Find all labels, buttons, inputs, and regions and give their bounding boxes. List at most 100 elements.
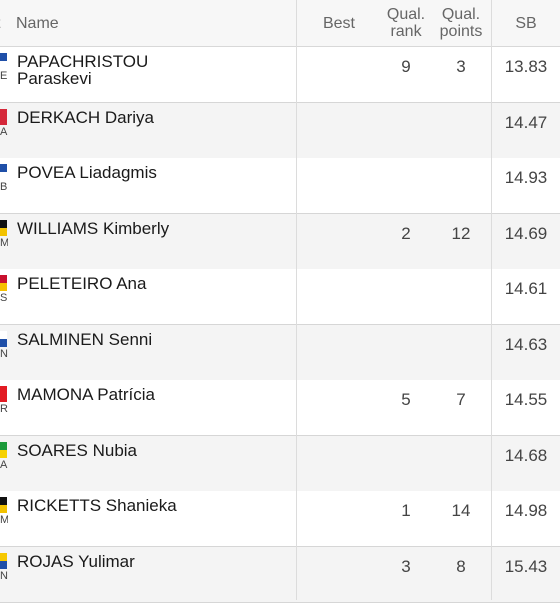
qual-points-cell [432, 103, 490, 143]
qual-points-cell: 14 [451, 501, 471, 520]
country-flag-icon [0, 109, 7, 125]
country-flag-icon [0, 53, 7, 69]
table-row[interactable]: B POVEA Liadagmis 14.93 [0, 158, 560, 214]
qual-rank-cell [381, 158, 431, 198]
qual-points-header-line2: points [439, 23, 483, 40]
athlete-first-name: Senni [108, 330, 153, 349]
qual-rank-cell: 1 [401, 501, 411, 520]
country-code: R [0, 403, 8, 415]
athlete-surname: ROJAS [17, 552, 74, 571]
country-code: E [0, 70, 8, 82]
qual-rank-header-line2: rank [390, 23, 422, 40]
name-column-header[interactable]: Name [16, 14, 59, 32]
table-row[interactable]: M RICKETTS Shanieka 1 14 14.98 [0, 491, 560, 547]
country-code: A [0, 459, 8, 471]
sb-cell: 14.55 [504, 390, 548, 409]
qual-rank-cell [381, 436, 431, 476]
athlete-first-name: Liadagmis [79, 163, 157, 182]
qual-points-cell [432, 325, 490, 365]
athlete-surname: SALMINEN [17, 330, 104, 349]
table-row[interactable]: A SOARES Nubia 14.68 [0, 436, 560, 492]
sb-cell: 14.47 [504, 113, 548, 132]
qual-points-cell: 3 [456, 57, 466, 76]
table-row[interactable]: S PELETEIRO Ana 14.61 [0, 269, 560, 325]
country-flag-icon [0, 275, 7, 291]
country-code: S [0, 292, 8, 304]
athlete-first-name: Ana [116, 274, 147, 293]
sb-cell: 14.61 [504, 279, 548, 298]
athlete-surname: PAPACHRISTOU [17, 52, 149, 71]
table-row[interactable]: N SALMINEN Senni 14.63 [0, 325, 560, 381]
rank-column-header[interactable]: t [0, 0, 6, 46]
athlete-name-link[interactable]: RICKETTS Shanieka [17, 497, 177, 514]
athlete-name-link[interactable]: MAMONA Patrícia [17, 386, 155, 403]
table-row[interactable]: E PAPACHRISTOU Paraskevi 9 3 13.83 [0, 47, 560, 103]
country-flag-icon [0, 164, 7, 180]
table-row[interactable]: R MAMONA Patrícia 5 7 14.55 [0, 380, 560, 436]
athlete-name-link[interactable]: POVEA Liadagmis [17, 164, 157, 181]
athlete-name-link[interactable]: DERKACH Dariya [17, 109, 154, 126]
athlete-surname: POVEA [17, 163, 75, 182]
sb-cell: 14.68 [504, 446, 548, 465]
athlete-name-link[interactable]: WILLIAMS Kimberly [17, 220, 169, 237]
qual-points-cell: 7 [456, 390, 466, 409]
sb-cell: 13.83 [504, 57, 548, 76]
country-flag-icon [0, 220, 7, 236]
athlete-name-link[interactable]: PAPACHRISTOU Paraskevi [17, 53, 148, 87]
sb-cell: 14.93 [504, 168, 548, 187]
athlete-first-name: Dariya [104, 108, 154, 127]
athlete-first-name: Paraskevi [17, 69, 92, 88]
country-code: N [0, 570, 8, 582]
qual-points-cell: 12 [451, 224, 471, 243]
qual-points-cell [432, 436, 490, 476]
athlete-name-link[interactable]: SOARES Nubia [17, 442, 137, 459]
athlete-surname: WILLIAMS [17, 219, 99, 238]
country-code: B [0, 181, 8, 193]
athlete-first-name: Yulimar [78, 552, 135, 571]
qual-rank-column-header[interactable]: Qual. rank [381, 0, 431, 46]
athlete-surname: DERKACH [17, 108, 101, 127]
qual-points-cell: 8 [456, 557, 466, 576]
athlete-surname: PELETEIRO [17, 274, 113, 293]
sb-column-header[interactable]: SB [515, 14, 537, 32]
best-column-header[interactable]: Best [322, 14, 355, 32]
sb-cell: 15.43 [504, 557, 548, 576]
qual-rank-cell: 5 [401, 390, 411, 409]
country-flag-icon [0, 497, 7, 513]
table-row[interactable]: N ROJAS Yulimar 3 8 15.43 [0, 547, 560, 603]
athlete-name-link[interactable]: ROJAS Yulimar [17, 553, 135, 570]
table-row[interactable]: M WILLIAMS Kimberly 2 12 14.69 [0, 214, 560, 270]
country-flag-icon [0, 386, 7, 402]
qual-rank-cell [381, 269, 431, 309]
qual-rank-header-line1: Qual. [386, 6, 426, 23]
qual-points-column-header[interactable]: Qual. points [432, 0, 490, 46]
qual-points-cell [432, 158, 490, 198]
qual-rank-cell: 3 [401, 557, 411, 576]
athlete-name-link[interactable]: PELETEIRO Ana [17, 275, 146, 292]
athlete-first-name: Kimberly [102, 219, 170, 238]
athlete-first-name: Nubia [92, 441, 138, 460]
sb-cell: 14.63 [504, 335, 548, 354]
qual-rank-cell: 9 [401, 57, 411, 76]
sb-cell: 14.98 [504, 501, 548, 520]
country-flag-icon [0, 331, 7, 347]
country-code: M [0, 237, 8, 249]
qual-rank-cell [381, 103, 431, 143]
athlete-surname: RICKETTS [17, 496, 102, 515]
qual-rank-cell [381, 325, 431, 365]
country-flag-icon [0, 553, 7, 569]
country-code: N [0, 348, 8, 360]
table-row[interactable]: A DERKACH Dariya 14.47 [0, 103, 560, 159]
athlete-surname: SOARES [17, 441, 88, 460]
qual-points-header-line1: Qual. [441, 6, 481, 23]
country-flag-icon [0, 442, 7, 458]
qual-rank-cell: 2 [401, 224, 411, 243]
athlete-first-name: Shanieka [105, 496, 177, 515]
country-code: M [0, 514, 8, 526]
athlete-first-name: Patrícia [97, 385, 155, 404]
qual-points-cell [432, 269, 490, 309]
table-header: t Name Best Qual. rank Qual. points SB [0, 0, 560, 47]
column-divider [491, 0, 492, 600]
athlete-name-link[interactable]: SALMINEN Senni [17, 331, 152, 348]
